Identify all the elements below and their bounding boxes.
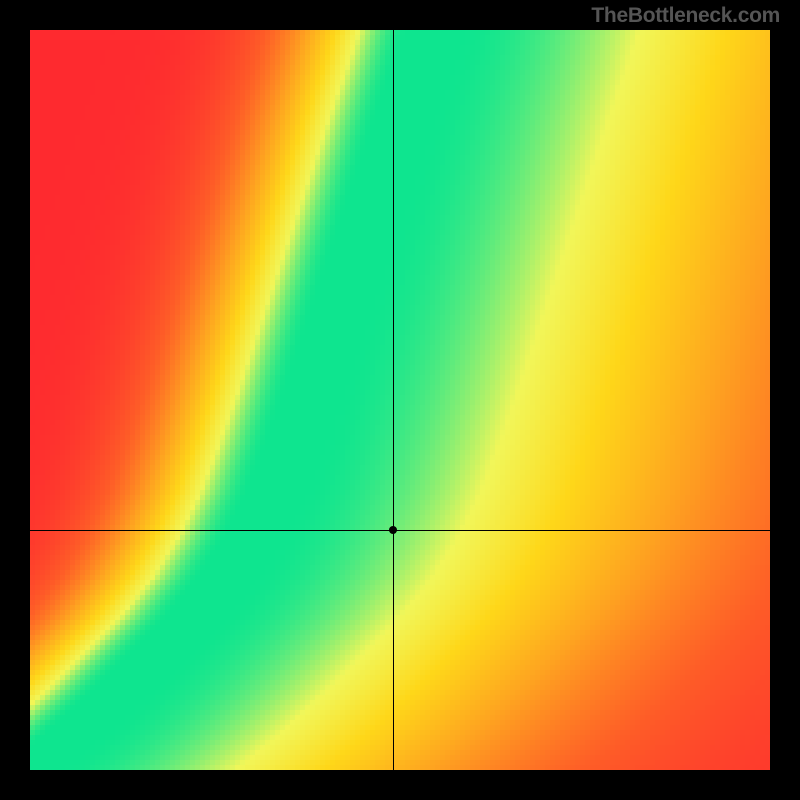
heatmap-canvas (30, 30, 770, 770)
watermark-text: TheBottleneck.com (591, 4, 780, 28)
heatmap-plot (30, 30, 770, 770)
